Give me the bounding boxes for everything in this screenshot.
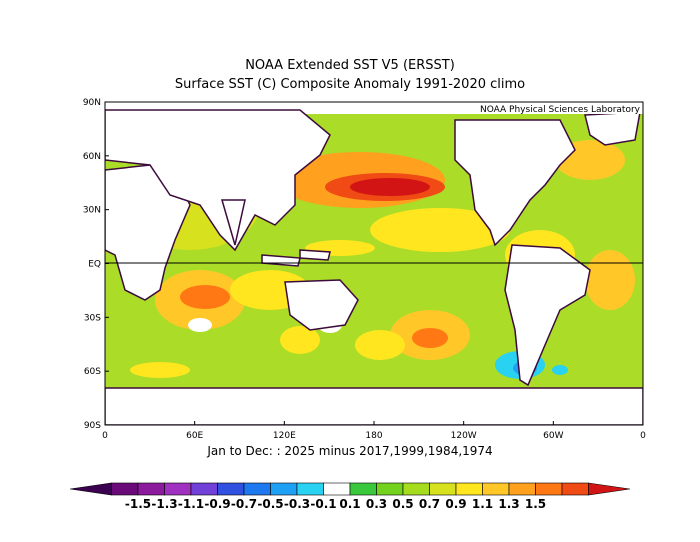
colorbar-box	[243, 482, 271, 496]
colorbar-box	[190, 482, 218, 496]
lon-label: 60W	[543, 431, 563, 441]
colorbar-label: 1.1	[472, 497, 493, 511]
colorbar-box	[482, 482, 510, 496]
colorbar-box	[69, 482, 112, 496]
colorbar-label: 0.5	[392, 497, 413, 511]
lat-label: 90N	[83, 98, 101, 108]
colorbar-box	[137, 482, 165, 496]
map-field	[105, 102, 643, 425]
colorbar-box	[376, 482, 404, 496]
lon-label: 60E	[186, 431, 203, 441]
lon-label: 0	[640, 431, 646, 441]
colorbar-box	[296, 482, 324, 496]
colorbar-label: 1.3	[498, 497, 519, 511]
lon-label: 180	[365, 431, 382, 441]
colorbar-label: -0.3	[284, 497, 310, 511]
lat-label: 60S	[84, 367, 101, 377]
latitude-axis: 90N 60N 30N EQ 30S 60S 90S	[83, 98, 109, 431]
credit-text: NOAA Physical Sciences Laboratory	[480, 105, 641, 115]
colorbar-label: -1.5	[125, 497, 151, 511]
lon-label: 120E	[273, 431, 296, 441]
colorbar-label: 0.7	[419, 497, 440, 511]
lat-label: EQ	[88, 260, 101, 270]
colorbar-label: 0.3	[366, 497, 387, 511]
colorbar-label: -0.5	[257, 497, 283, 511]
colorbar-label: -0.1	[310, 497, 336, 511]
colorbar-box	[217, 482, 245, 496]
lat-label: 30N	[83, 206, 101, 216]
colorbar-labels: -1.5 -1.3 -1.1 -0.9 -0.7 -0.5 -0.3 -0.1 0.1 0.3 0.…	[125, 497, 546, 511]
colorbar-label: -1.3	[151, 497, 177, 511]
lon-label: 120W	[451, 431, 477, 441]
colorbar-label: 0.9	[445, 497, 466, 511]
map-title: NOAA Extended SST V5 (ERSST)	[245, 58, 455, 73]
colorbar-box	[535, 482, 563, 496]
longitude-axis: 0 60E 120E 180 120W 60W 0	[102, 421, 646, 441]
lat-label: 90S	[84, 421, 101, 431]
colorbar-label: -0.7	[231, 497, 257, 511]
colorbar-label: -0.9	[204, 497, 230, 511]
colorbar-label: -1.1	[178, 497, 204, 511]
colorbar-box	[561, 482, 589, 496]
colorbar-box	[349, 482, 377, 496]
lat-label: 60N	[83, 152, 101, 162]
colorbar-label: 1.5	[525, 497, 546, 511]
colorbar: -1.5 -1.3 -1.1 -0.9 -0.7 -0.5 -0.3 -0.1 0.1 0.3 0.…	[69, 482, 631, 511]
lat-label: 30S	[84, 313, 101, 323]
colorbar-box	[455, 482, 483, 496]
colorbar-box	[323, 482, 351, 496]
colorbar-label: 0.1	[339, 497, 360, 511]
period-label: Jan to Dec: : 2025 minus 2017,1999,1984,…	[207, 444, 493, 458]
credit-box	[455, 103, 642, 114]
colorbar-box	[164, 482, 192, 496]
colorbar-box	[270, 482, 298, 496]
map-subtitle: Surface SST (C) Composite Anomaly 1991-2…	[174, 77, 526, 92]
land-masses	[105, 109, 643, 425]
lon-label: 0	[102, 431, 108, 441]
colorbar-box	[508, 482, 536, 496]
colorbar-box	[429, 482, 457, 496]
colorbar-box	[588, 482, 631, 496]
colorbar-box	[402, 482, 430, 496]
colorbar-box	[111, 482, 139, 496]
colorbar-boxes	[69, 482, 631, 496]
